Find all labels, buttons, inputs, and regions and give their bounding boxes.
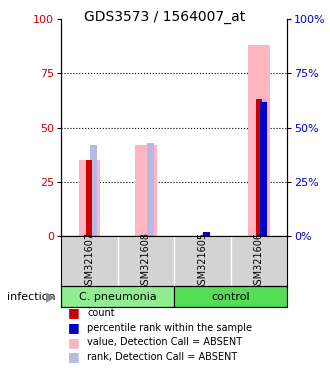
Bar	[79, 160, 100, 236]
Text: GSM321605: GSM321605	[197, 232, 207, 291]
Bar	[147, 143, 154, 236]
Text: ■: ■	[68, 336, 80, 349]
Bar	[135, 145, 156, 236]
Bar	[260, 99, 267, 236]
Text: ■: ■	[68, 350, 80, 363]
Text: GSM321607: GSM321607	[84, 232, 94, 291]
Bar	[248, 45, 270, 236]
Bar	[256, 99, 262, 236]
Text: percentile rank within the sample: percentile rank within the sample	[87, 323, 252, 333]
Text: infection: infection	[7, 291, 55, 302]
Bar	[174, 286, 287, 307]
Text: C. pneumonia: C. pneumonia	[79, 291, 156, 302]
Text: GSM321606: GSM321606	[254, 232, 264, 291]
Bar	[90, 145, 97, 236]
Text: rank, Detection Call = ABSENT: rank, Detection Call = ABSENT	[87, 352, 238, 362]
Text: GDS3573 / 1564007_at: GDS3573 / 1564007_at	[84, 10, 246, 23]
Bar	[204, 232, 210, 236]
Text: control: control	[211, 291, 250, 302]
Bar	[61, 286, 174, 307]
Text: count: count	[87, 308, 115, 318]
Text: ■: ■	[68, 306, 80, 319]
Text: ▶: ▶	[46, 290, 56, 303]
Text: ■: ■	[68, 321, 80, 334]
Text: value, Detection Call = ABSENT: value, Detection Call = ABSENT	[87, 337, 243, 347]
Bar	[86, 160, 92, 236]
Text: GSM321608: GSM321608	[141, 232, 151, 291]
Bar	[260, 102, 267, 236]
